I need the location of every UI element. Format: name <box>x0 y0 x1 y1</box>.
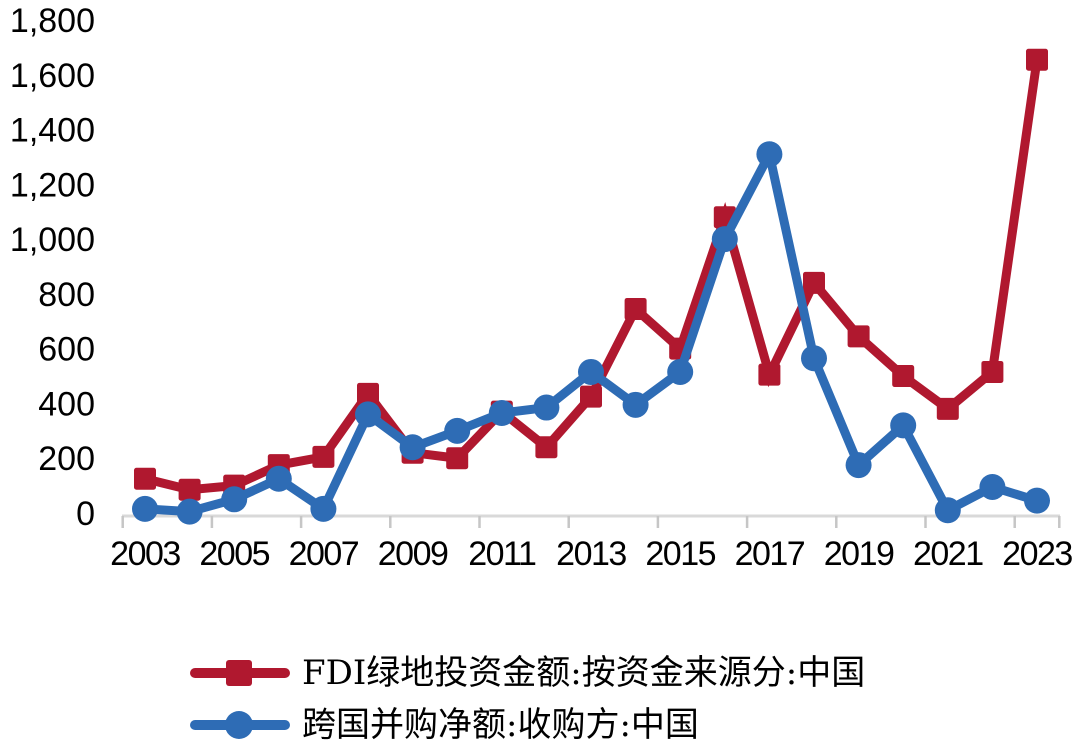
square-marker <box>580 385 602 408</box>
circle-marker <box>845 452 872 479</box>
y-tick-label: 600 <box>38 331 95 369</box>
y-tick-label: 800 <box>38 276 95 314</box>
circle-marker <box>444 417 471 444</box>
circle-marker <box>711 226 738 253</box>
x-tick-label: 2023 <box>1002 535 1072 573</box>
circle-marker <box>667 358 694 385</box>
x-tick-label: 2005 <box>199 535 269 573</box>
square-marker <box>847 325 870 348</box>
circle-marker <box>176 498 203 525</box>
legend-item-cross-border-ma: 跨国并购净额:收购方:中国 <box>190 699 865 751</box>
blue-circle-series-marker-icon <box>190 710 290 740</box>
square-marker <box>803 271 825 294</box>
x-axis-labels: 2003 2005 2007 2009 2011 2013 2015 2017 2019 2021… <box>110 535 1074 573</box>
legend-item-greenfield-fdi: FDI绿地投资金额:按资金来源分:中国 <box>190 647 865 699</box>
circle-marker <box>355 401 381 428</box>
circle-marker <box>265 465 292 492</box>
square-marker <box>981 360 1004 383</box>
square-marker <box>624 297 647 320</box>
circle-marker <box>221 486 248 513</box>
square-marker <box>758 363 781 386</box>
x-tick-label: 2011 <box>468 535 536 573</box>
x-tick-label: 2013 <box>556 535 626 573</box>
y-tick-label: 1,800 <box>10 2 95 40</box>
series-1 <box>132 141 1050 525</box>
square-marker <box>1026 48 1048 71</box>
y-tick-label: 1,200 <box>10 166 95 204</box>
circle-marker <box>979 473 1006 500</box>
y-tick-label: 1,000 <box>10 221 95 259</box>
square-marker <box>535 436 558 459</box>
y-axis-labels: 0 200 400 600 800 1,000 1,200 1,400 1,600 1,800 <box>10 2 95 533</box>
line-chart: 0 200 400 600 800 1,000 1,200 1,400 1,600 1,800 20… <box>10 2 1074 573</box>
circle-marker <box>890 412 917 439</box>
x-axis-ticks <box>121 516 1061 528</box>
x-tick-label: 2019 <box>824 535 894 573</box>
y-tick-label: 1,400 <box>10 112 95 150</box>
circle-marker <box>488 400 515 427</box>
x-tick-label: 2007 <box>289 535 359 573</box>
x-tick-label: 2015 <box>645 535 715 573</box>
y-tick-label: 1,600 <box>10 57 95 95</box>
square-marker <box>134 467 156 490</box>
circle-marker <box>578 358 604 385</box>
y-tick-label: 400 <box>38 385 95 423</box>
x-tick-label: 2009 <box>378 535 448 573</box>
circle-marker <box>310 495 337 522</box>
square-marker <box>312 445 335 468</box>
circle-marker <box>801 345 827 372</box>
circle-marker <box>934 497 961 524</box>
red-square-series-marker-icon <box>190 658 290 688</box>
x-tick-label: 2003 <box>110 535 180 573</box>
legend: FDI绿地投资金额:按资金来源分:中国 跨国并购净额:收购方:中国 <box>190 647 865 751</box>
circle-marker <box>533 394 560 421</box>
circle-marker <box>132 495 158 522</box>
square-marker <box>892 365 915 388</box>
circle-marker <box>756 141 783 168</box>
y-tick-label: 0 <box>76 495 95 533</box>
circle-marker <box>1024 487 1050 514</box>
x-tick-label: 2021 <box>913 535 983 573</box>
legend-label-cross-border-ma: 跨国并购净额:收购方:中国 <box>302 705 699 745</box>
circle-marker <box>622 391 649 418</box>
legend-label-greenfield-fdi: FDI绿地投资金额:按资金来源分:中国 <box>302 653 866 693</box>
square-marker <box>178 478 201 501</box>
square-marker <box>357 382 379 405</box>
circle-marker <box>399 434 426 461</box>
square-marker <box>936 397 959 420</box>
x-tick-label: 2017 <box>735 535 805 573</box>
square-marker <box>446 447 469 470</box>
y-tick-label: 200 <box>38 440 95 478</box>
